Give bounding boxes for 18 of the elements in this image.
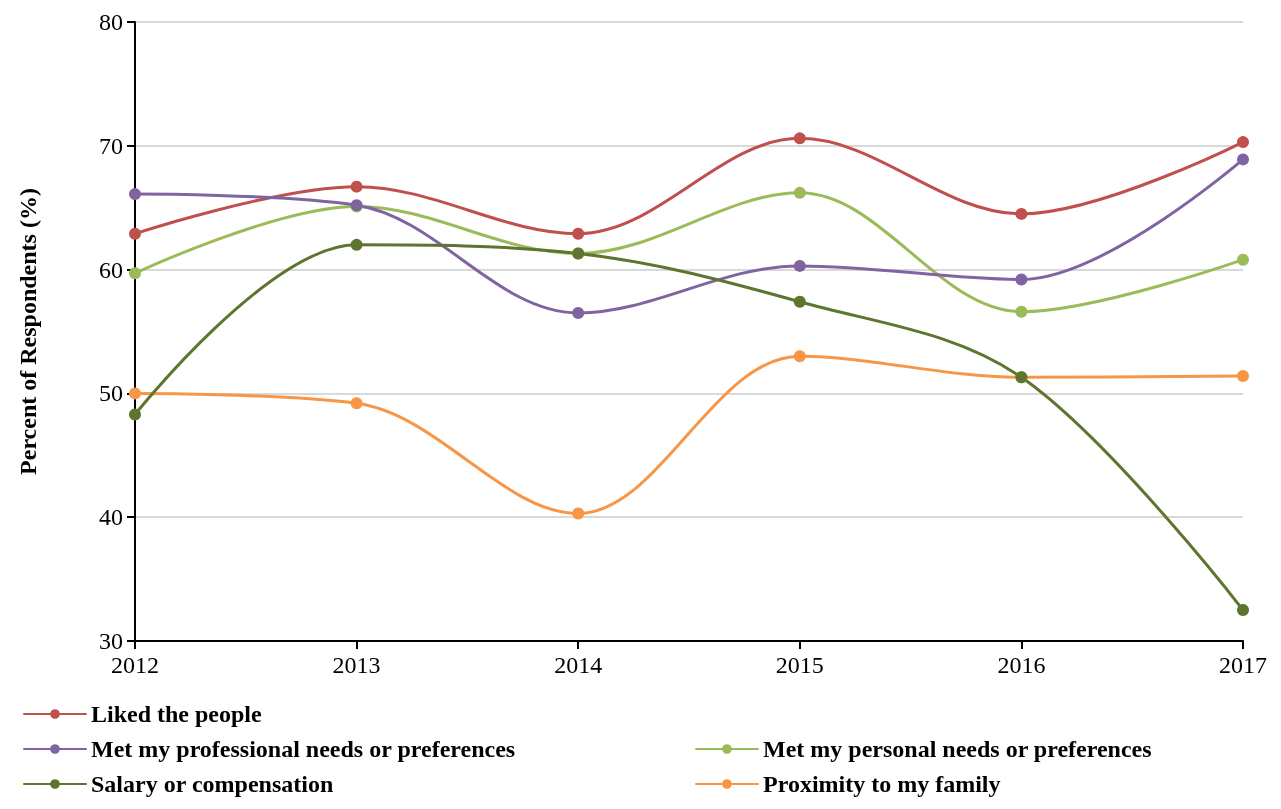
y-tick-label: 50 xyxy=(99,380,123,407)
x-tick-label: 2013 xyxy=(332,652,381,678)
x-tick-label: 2014 xyxy=(554,652,603,678)
legend-label: Salary or compensation xyxy=(91,771,334,797)
y-tick-label: 60 xyxy=(99,256,123,283)
legend-label: Met my personal needs or preferences xyxy=(763,736,1152,762)
legend-label: Met my professional needs or preferences xyxy=(91,736,516,762)
y-tick-label: 70 xyxy=(99,132,123,159)
x-tick-label: 2015 xyxy=(775,652,824,678)
y-tick-label: 30 xyxy=(99,628,123,654)
y-tick-label: 40 xyxy=(99,504,123,531)
y-axis-title: Percent of Respondents (%) xyxy=(15,188,41,475)
legend-label: Proximity to my family xyxy=(763,771,1001,797)
y-tick-label: 80 xyxy=(99,9,123,35)
x-tick-label: 2012 xyxy=(111,652,159,678)
x-tick-label: 2017 xyxy=(1219,652,1267,678)
legend-label: Liked the people xyxy=(91,701,263,727)
x-tick-label: 2016 xyxy=(997,652,1046,678)
